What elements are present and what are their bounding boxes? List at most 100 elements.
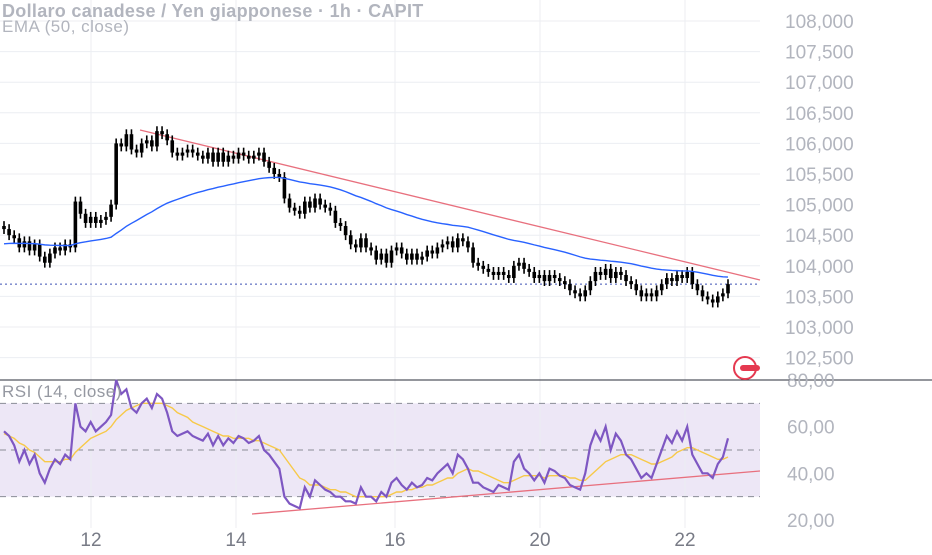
price-candle xyxy=(629,276,633,290)
rsi-axis-tick-label: 40,00 xyxy=(787,464,835,485)
candle-body xyxy=(435,247,440,254)
price-candle xyxy=(231,150,236,164)
price-candle xyxy=(83,208,88,228)
candle-body xyxy=(364,238,368,248)
price-candle xyxy=(542,270,547,286)
candle-body xyxy=(231,155,236,159)
candle-body xyxy=(257,152,261,156)
time-axis-tick-label: 12 xyxy=(80,530,101,550)
price-axis-tick-label: 105,000 xyxy=(785,196,854,217)
candle-body xyxy=(99,219,103,223)
candle-body xyxy=(598,271,603,275)
candle-body xyxy=(619,271,623,275)
price-candle xyxy=(364,233,368,253)
rsi-axis-tick-label: 60,00 xyxy=(787,418,835,439)
price-candle xyxy=(343,221,348,241)
candle-body xyxy=(450,241,455,248)
candle-body xyxy=(282,177,287,199)
price-candle xyxy=(359,233,363,253)
price-axis-tick-label: 105,500 xyxy=(785,165,854,186)
price-candle xyxy=(333,205,338,228)
price-candle xyxy=(430,245,435,259)
price-candle xyxy=(129,129,134,155)
price-candle xyxy=(624,270,628,286)
price-candle xyxy=(593,267,598,286)
candle-body xyxy=(272,167,277,174)
candle-body xyxy=(680,274,684,279)
price-candle xyxy=(252,150,256,164)
candle-body xyxy=(517,262,521,266)
ema-line xyxy=(3,176,729,278)
candle-body xyxy=(466,241,470,248)
price-candle xyxy=(665,273,669,290)
price-candle xyxy=(389,245,394,268)
candle-body xyxy=(399,247,404,254)
candle-body xyxy=(175,152,180,156)
candle-body xyxy=(512,265,516,279)
price-candle xyxy=(537,270,542,283)
price-candle xyxy=(501,267,506,280)
candle-body xyxy=(221,152,226,162)
price-candle xyxy=(619,267,623,280)
candle-body xyxy=(649,293,654,297)
price-candle xyxy=(206,147,210,164)
price-axis-tick-label: 104,500 xyxy=(785,226,854,247)
price-candle xyxy=(348,230,353,250)
price-candle xyxy=(675,270,679,286)
price-candle xyxy=(73,196,78,253)
candle-body xyxy=(486,268,491,272)
candle-body xyxy=(557,278,562,282)
chart-title: Dollaro canadese / Yen giapponese · 1h ·… xyxy=(2,1,424,21)
candle-body xyxy=(476,262,480,266)
price-candle xyxy=(134,144,139,158)
candle-body xyxy=(552,274,557,279)
price-candle xyxy=(695,279,700,296)
candle-body xyxy=(83,213,88,223)
price-candle xyxy=(27,236,32,256)
candle-body xyxy=(267,161,271,168)
price-candle xyxy=(12,230,16,244)
candle-body xyxy=(603,268,608,275)
candle-body xyxy=(333,210,338,223)
candle-body xyxy=(532,271,537,279)
price-candle xyxy=(440,239,445,253)
price-candle xyxy=(445,236,450,250)
price-candle xyxy=(461,233,465,247)
price-candle xyxy=(114,138,118,210)
candle-body xyxy=(685,271,690,279)
price-candle xyxy=(155,126,159,152)
time-axis-tick-label: 16 xyxy=(384,530,405,550)
price-candle xyxy=(287,193,292,213)
candle-body xyxy=(705,296,710,300)
price-candle xyxy=(308,196,312,213)
price-axis-tick-label: 102,500 xyxy=(785,349,854,370)
rsi-support-trendline xyxy=(251,470,761,515)
candle-body xyxy=(614,271,618,279)
candle-body xyxy=(445,241,450,245)
price-candle xyxy=(410,248,414,265)
candle-body xyxy=(690,271,695,285)
price-axis-tick-label: 106,000 xyxy=(785,134,854,155)
candle-body xyxy=(654,290,659,297)
candle-body xyxy=(389,250,394,263)
alert-marker-icon[interactable] xyxy=(733,356,760,380)
candle-body xyxy=(624,274,628,282)
candle-body xyxy=(7,229,11,236)
candle-body xyxy=(404,253,409,260)
candle-body xyxy=(241,152,246,156)
candle-body xyxy=(53,247,57,254)
price-candle xyxy=(670,273,674,286)
price-candle xyxy=(649,288,654,302)
candle-body xyxy=(12,235,16,239)
price-candle xyxy=(297,205,302,219)
price-candle xyxy=(455,233,460,253)
candle-body xyxy=(48,253,52,263)
price-candle xyxy=(588,276,593,296)
price-candle xyxy=(506,270,511,283)
time-axis-tick-label: 14 xyxy=(225,530,247,550)
price-axis-tick-label: 107,500 xyxy=(785,43,854,64)
price-candle xyxy=(532,267,537,283)
candle-body xyxy=(522,262,526,269)
price-candle xyxy=(369,242,373,256)
